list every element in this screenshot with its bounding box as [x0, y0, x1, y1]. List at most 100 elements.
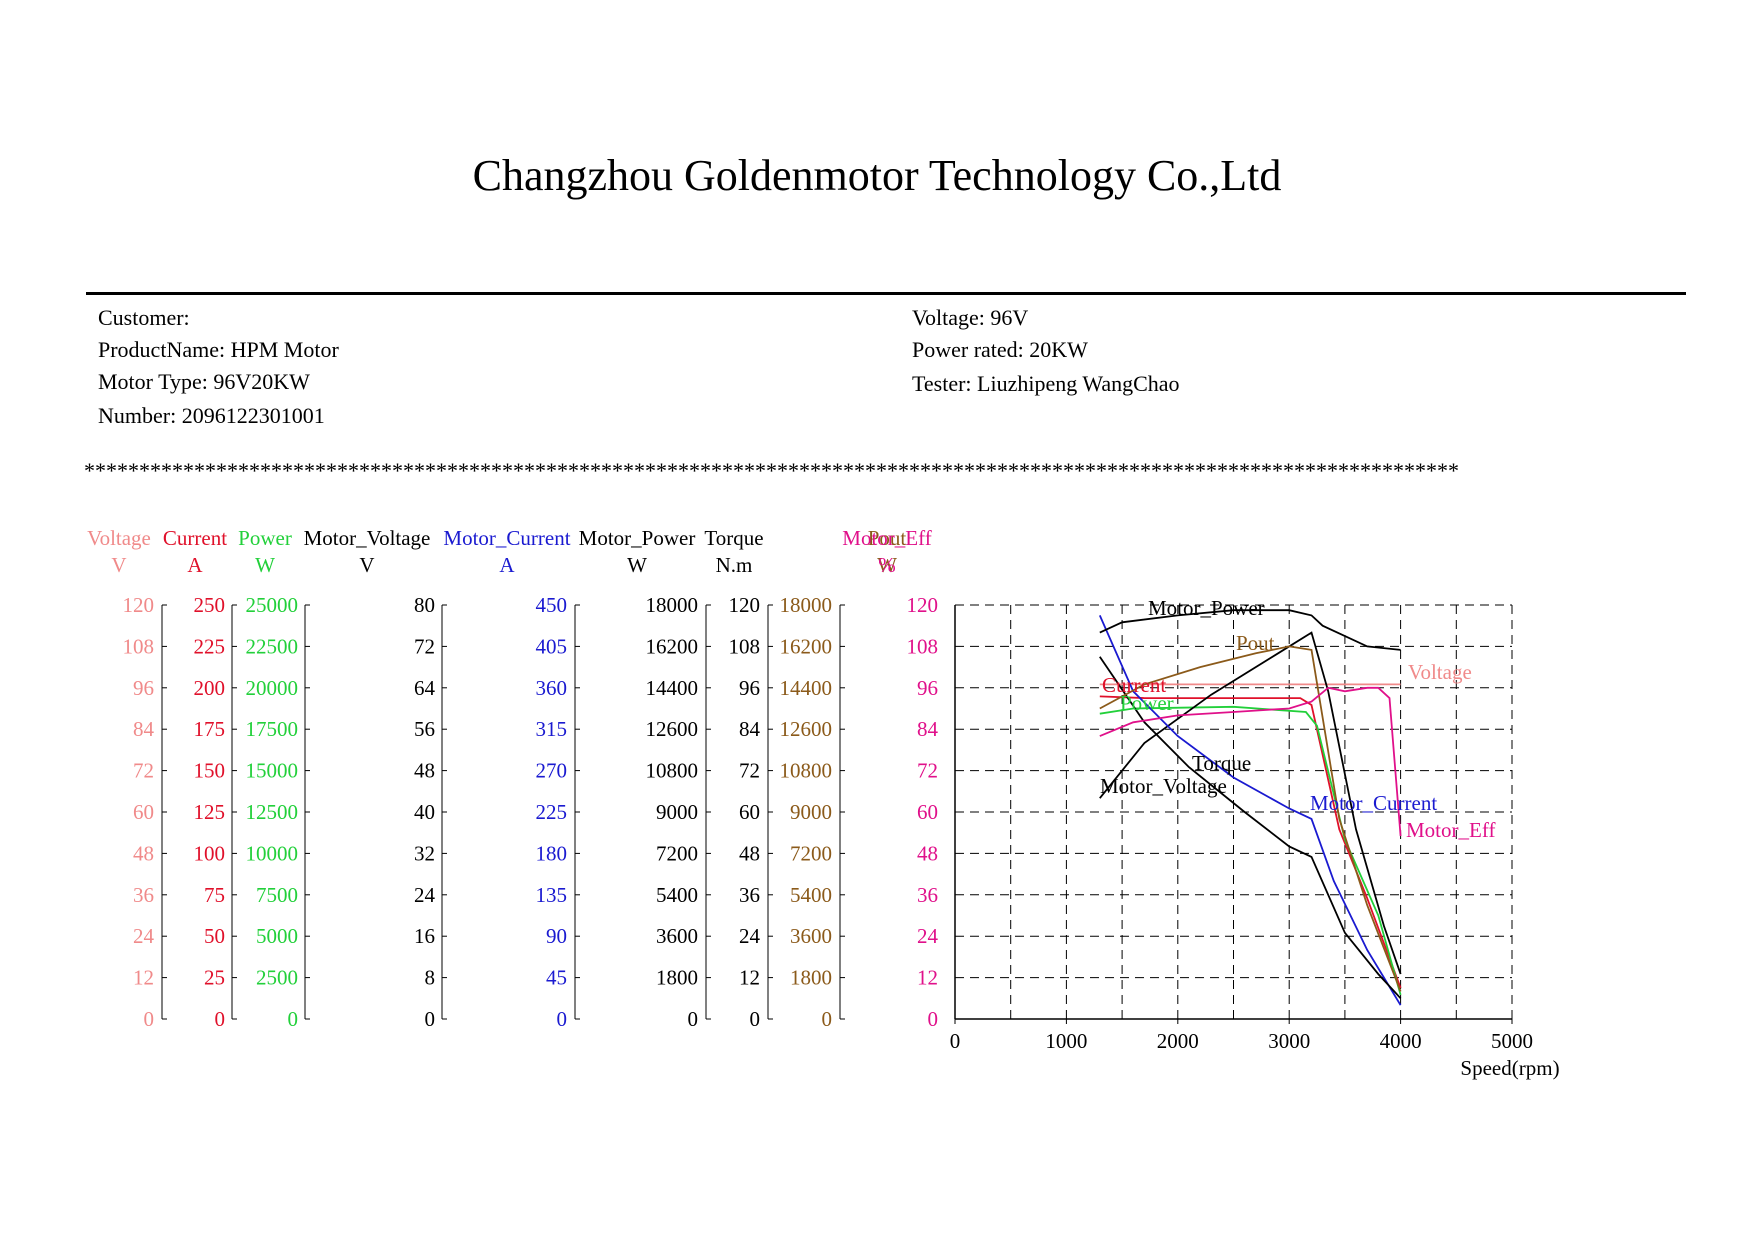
- separator-stars: ****************************************…: [84, 458, 1459, 483]
- axis-tick-label: 48: [133, 841, 154, 865]
- axis-tick-label: 360: [536, 676, 568, 700]
- axis-tick-label: 12600: [780, 717, 833, 741]
- axis-tick-label: 17500: [246, 717, 299, 741]
- axis-tick-label: 20000: [246, 676, 299, 700]
- axis-unit-motor-voltage: V: [359, 553, 374, 577]
- axis-tick-label: 45: [546, 966, 567, 990]
- axis-name-motor-power: Motor_Power: [579, 526, 696, 550]
- axis-unit-motor-eff: %: [878, 553, 896, 577]
- axis-tick-label: 80: [414, 593, 435, 617]
- series-label-motor-voltage: Motor_Voltage: [1100, 774, 1227, 798]
- axis-unit-motor-power: W: [627, 553, 647, 577]
- series-label-power: Power: [1120, 691, 1174, 715]
- main-y-tick-label: 48: [917, 841, 938, 865]
- axis-tick-label: 96: [739, 676, 760, 700]
- axis-tick-label: 22500: [246, 634, 299, 658]
- tester-field: Tester: Liuzhipeng WangChao: [912, 371, 1180, 396]
- axis-tick-label: 64: [414, 676, 436, 700]
- axis-tick-label: 32: [414, 841, 435, 865]
- series-line-current: [1099, 695, 1402, 989]
- axis-name-power: Power: [238, 526, 292, 550]
- axis-tick-label: 24: [133, 924, 155, 948]
- x-tick-label: 5000: [1491, 1029, 1533, 1053]
- series-line-motor-current: [1098, 615, 1402, 1006]
- series-line-motor-power: [1099, 609, 1401, 651]
- axis-name-motor-voltage: Motor_Voltage: [304, 526, 431, 550]
- axis-tick-label: 10800: [646, 759, 699, 783]
- axis-tick-label: 18000: [646, 593, 699, 617]
- series-label-motor-eff: Motor_Eff: [1406, 818, 1495, 842]
- x-tick-label: 1000: [1045, 1029, 1087, 1053]
- axis-tick-label: 25000: [246, 593, 299, 617]
- axis-tick-label: 5400: [790, 883, 832, 907]
- main-y-tick-label: 36: [917, 883, 938, 907]
- axis-tick-label: 108: [123, 634, 155, 658]
- axis-tick-label: 96: [133, 676, 154, 700]
- series-line-pout: [1099, 645, 1402, 992]
- info-left: Customer: ProductName: HPM Motor Motor T…: [98, 302, 339, 432]
- axis-name-motor-eff: Motor_Eff: [842, 526, 931, 550]
- main-y-tick-label: 72: [917, 759, 938, 783]
- axis-tick-label: 315: [536, 717, 568, 741]
- axis-tick-label: 0: [215, 1007, 226, 1031]
- axis-tick-label: 0: [688, 1007, 699, 1031]
- header-rule: [86, 292, 1686, 295]
- power-rated-field: Power rated: 20KW: [912, 337, 1088, 362]
- axis-tick-label: 60: [739, 800, 760, 824]
- axis-tick-label: 16: [414, 924, 435, 948]
- axis-tick-label: 25: [204, 966, 225, 990]
- axis-tick-label: 180: [536, 841, 568, 865]
- axis-tick-label: 0: [144, 1007, 155, 1031]
- axis-name-pout: Pout: [868, 526, 907, 550]
- axis-tick-label: 12600: [646, 717, 699, 741]
- number-field: Number: 2096122301001: [98, 403, 325, 428]
- axis-tick-label: 0: [425, 1007, 436, 1031]
- main-y-tick-label: 24: [917, 924, 939, 948]
- axis-tick-label: 48: [739, 841, 760, 865]
- series-line-torque: [1099, 656, 1402, 999]
- axis-tick-label: 120: [729, 593, 761, 617]
- axis-tick-label: 9000: [656, 800, 698, 824]
- axis-tick-label: 16200: [780, 634, 833, 658]
- axis-tick-label: 12500: [246, 800, 299, 824]
- axis-tick-label: 0: [288, 1007, 299, 1031]
- axis-tick-label: 0: [557, 1007, 568, 1031]
- motor-type-field: Motor Type: 96V20KW: [98, 369, 310, 394]
- series-label-current: Current: [1102, 673, 1166, 697]
- axis-tick-label: 48: [414, 759, 435, 783]
- main-y-tick-label: 96: [917, 676, 938, 700]
- axis-tick-label: 100: [194, 841, 226, 865]
- axis-tick-label: 10000: [246, 841, 299, 865]
- main-y-tick-label: 0: [928, 1007, 939, 1031]
- axis-tick-label: 8: [425, 966, 436, 990]
- axis-tick-label: 120: [123, 593, 155, 617]
- axis-tick-label: 3600: [656, 924, 698, 948]
- axis-tick-label: 50: [204, 924, 225, 948]
- axis-tick-label: 0: [822, 1007, 833, 1031]
- axis-tick-label: 18000: [780, 593, 833, 617]
- axis-tick-label: 175: [194, 717, 226, 741]
- axis-tick-label: 84: [739, 717, 761, 741]
- axis-tick-label: 2500: [256, 966, 298, 990]
- axis-tick-label: 1800: [656, 966, 698, 990]
- axis-tick-label: 60: [133, 800, 154, 824]
- axis-name-motor-current: Motor_Current: [443, 526, 570, 550]
- axis-unit-current: A: [187, 553, 203, 577]
- axis-tick-label: 84: [133, 717, 155, 741]
- axis-tick-label: 12: [133, 966, 154, 990]
- axis-tick-label: 75: [204, 883, 225, 907]
- axis-name-torque: Torque: [704, 526, 763, 550]
- axis-tick-label: 1800: [790, 966, 832, 990]
- axis-tick-label: 10800: [780, 759, 833, 783]
- axis-name-voltage: Voltage: [87, 526, 151, 550]
- main-y-tick-label: 12: [917, 966, 938, 990]
- axis-tick-label: 7500: [256, 883, 298, 907]
- x-tick-label: 4000: [1380, 1029, 1422, 1053]
- axis-tick-label: 125: [194, 800, 226, 824]
- axis-tick-label: 16200: [646, 634, 699, 658]
- axis-tick-label: 72: [739, 759, 760, 783]
- series-label-voltage: Voltage: [1408, 660, 1472, 684]
- axis-tick-label: 135: [536, 883, 568, 907]
- axis-tick-label: 250: [194, 593, 226, 617]
